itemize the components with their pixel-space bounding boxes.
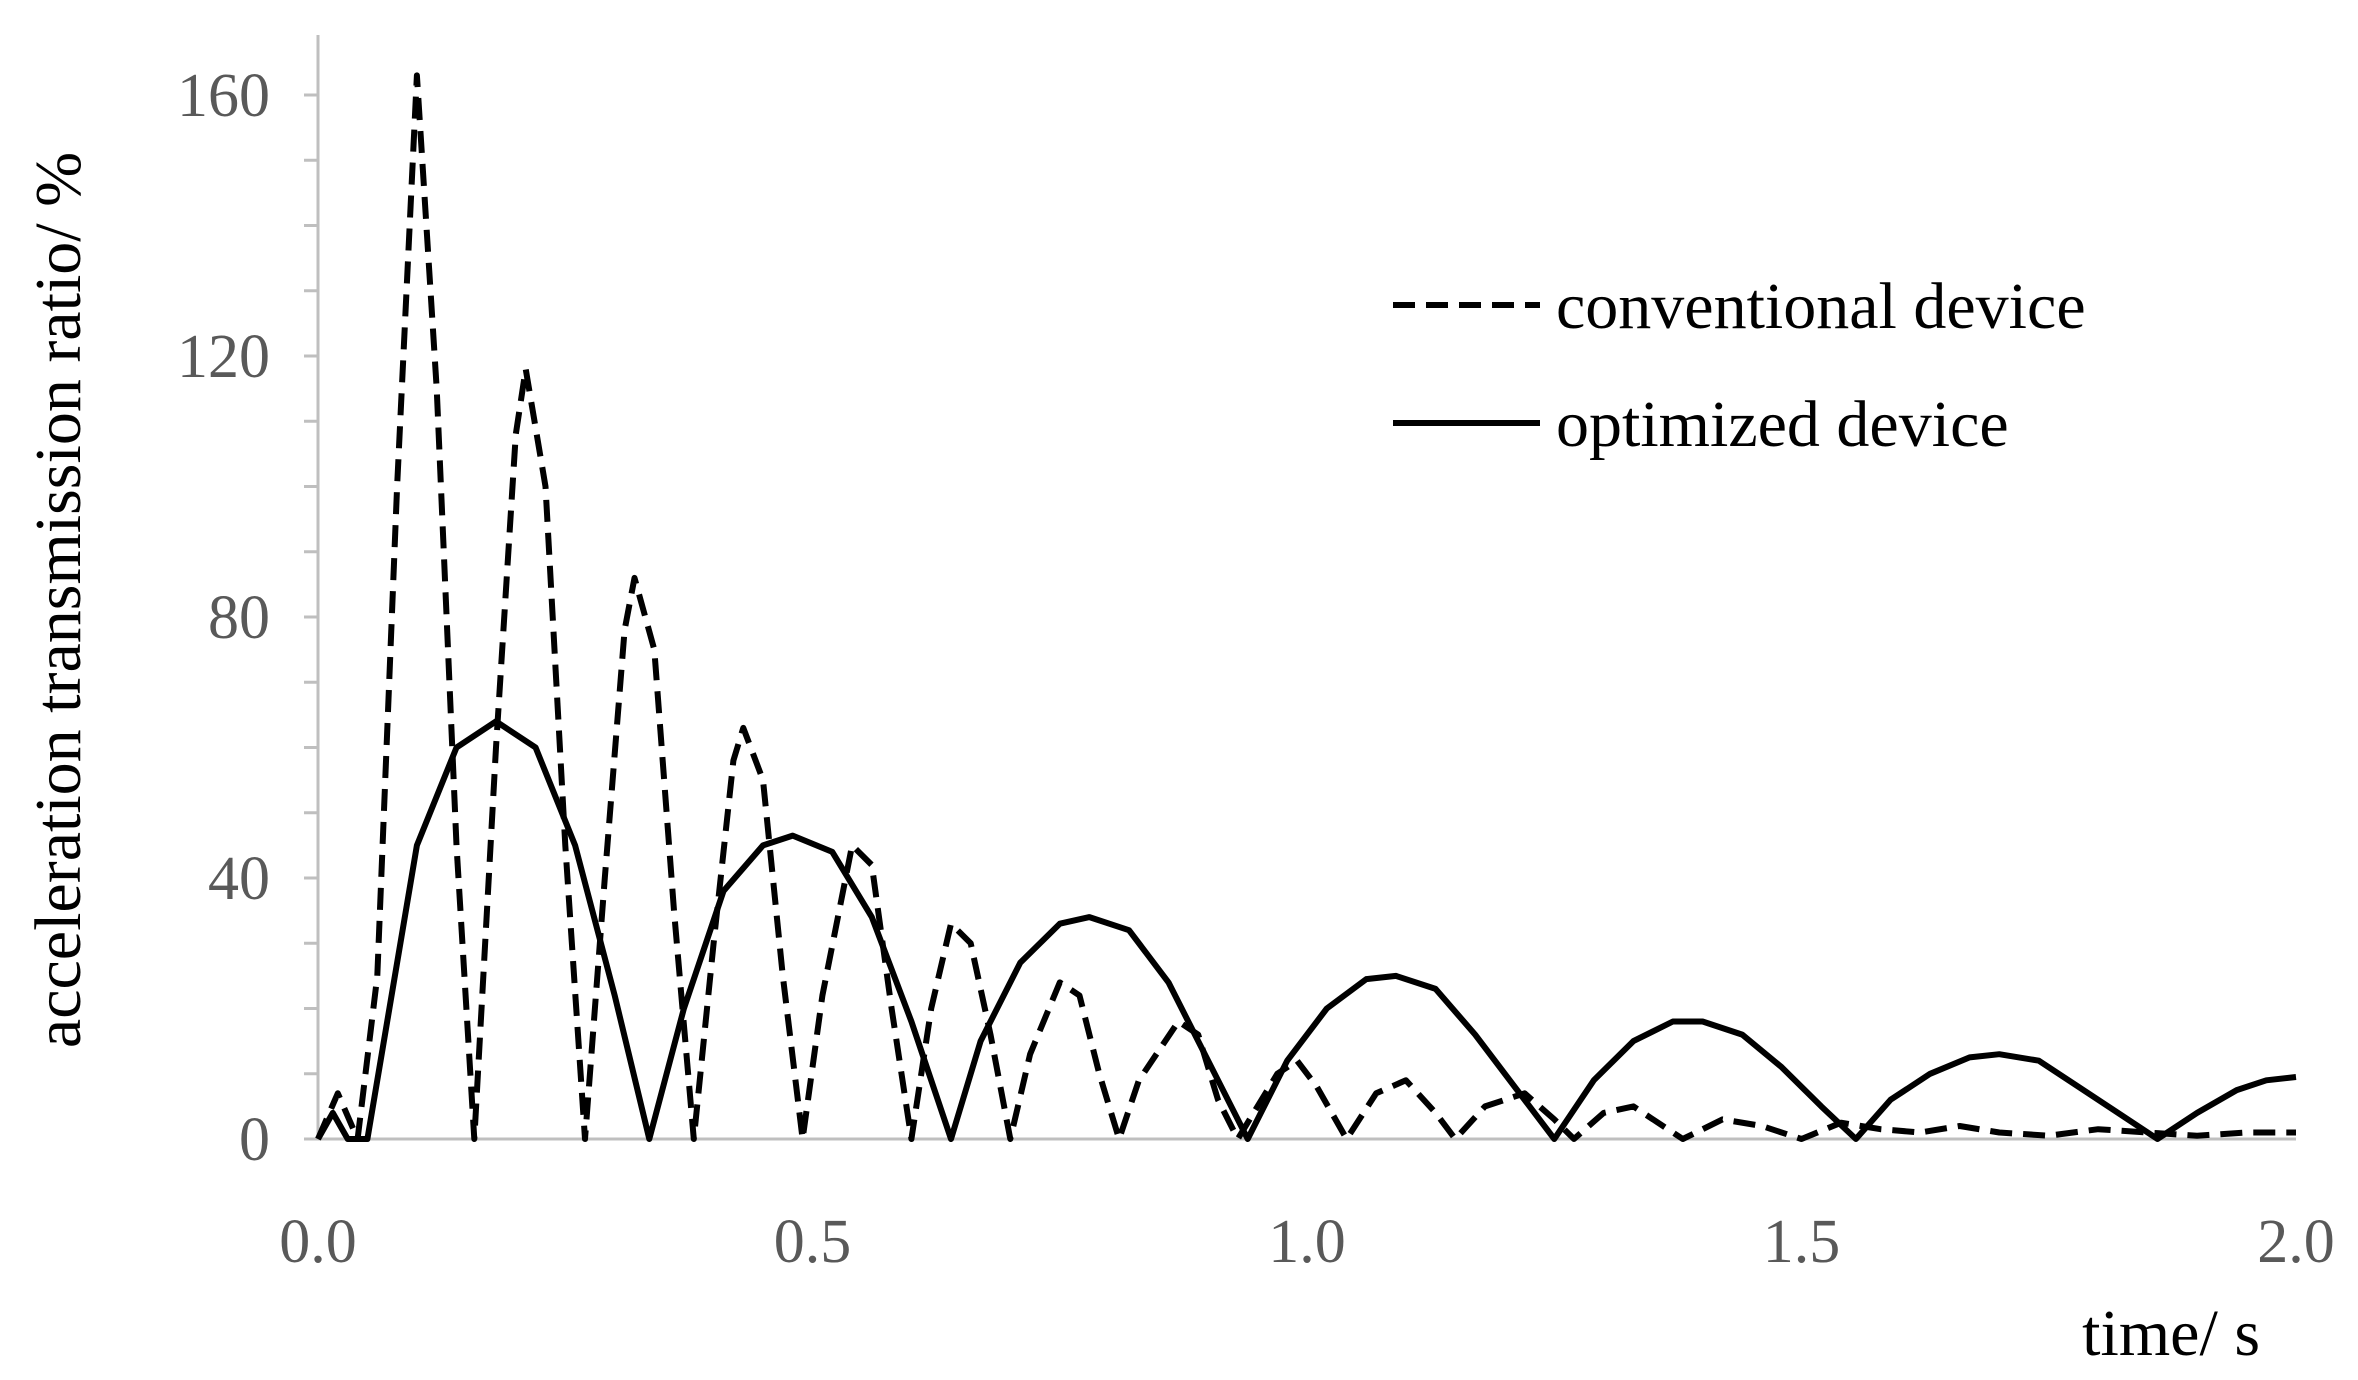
y-tick-label: 120: [177, 323, 270, 391]
legend-label: conventional device: [1556, 270, 2086, 343]
y-tick-label: 40: [208, 845, 270, 913]
y-tick-label: 80: [208, 584, 270, 652]
y-tick-label: 160: [177, 62, 270, 130]
legend: conventional device optimized device: [1393, 270, 2086, 461]
x-tick-label: 0.0: [279, 1208, 357, 1276]
y-axis-title: acceleration transmission ratio/ %: [22, 152, 95, 1048]
x-tick-label: 1.5: [1763, 1208, 1841, 1276]
y-tick-label: 0: [239, 1106, 270, 1174]
legend-label: optimized device: [1556, 388, 2009, 461]
axes: 0 40 80 120 160 0.0 0.5 1.0 1.5 2.0: [177, 35, 2335, 1276]
x-axis-title: time/ s: [2082, 1297, 2260, 1370]
series-line-optimized: [315, 718, 2297, 1142]
series-layer: [315, 72, 2297, 1142]
x-tick-label: 2.0: [2257, 1208, 2335, 1276]
x-tick-label: 1.0: [1268, 1208, 1346, 1276]
series-line-conventional: [315, 72, 2296, 1142]
x-tick-label: 0.5: [774, 1208, 852, 1276]
